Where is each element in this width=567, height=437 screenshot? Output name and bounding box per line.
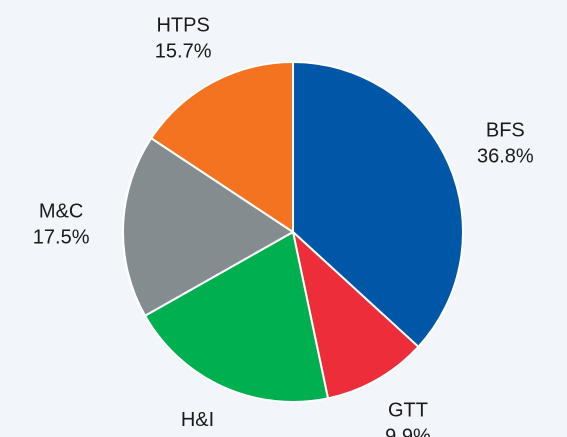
slice-value: 15.7% [155,41,212,63]
slice-label: HTPS [156,15,209,37]
slice-value: 17.5% [33,227,90,249]
slice-value: 20.1% [169,435,226,437]
slice-label: GTT [388,399,428,421]
pie-slice [291,229,420,400]
slice-label: BFS [486,120,525,142]
slice-value: 9.9% [385,425,431,437]
slice-value: 36.8% [477,146,534,168]
pie-slice [143,230,330,403]
pie-slice [122,136,295,318]
pie-slice [149,60,294,234]
slice-label: H&I [181,409,214,431]
slice-label: M&C [39,201,83,223]
pie-slice [292,60,464,349]
